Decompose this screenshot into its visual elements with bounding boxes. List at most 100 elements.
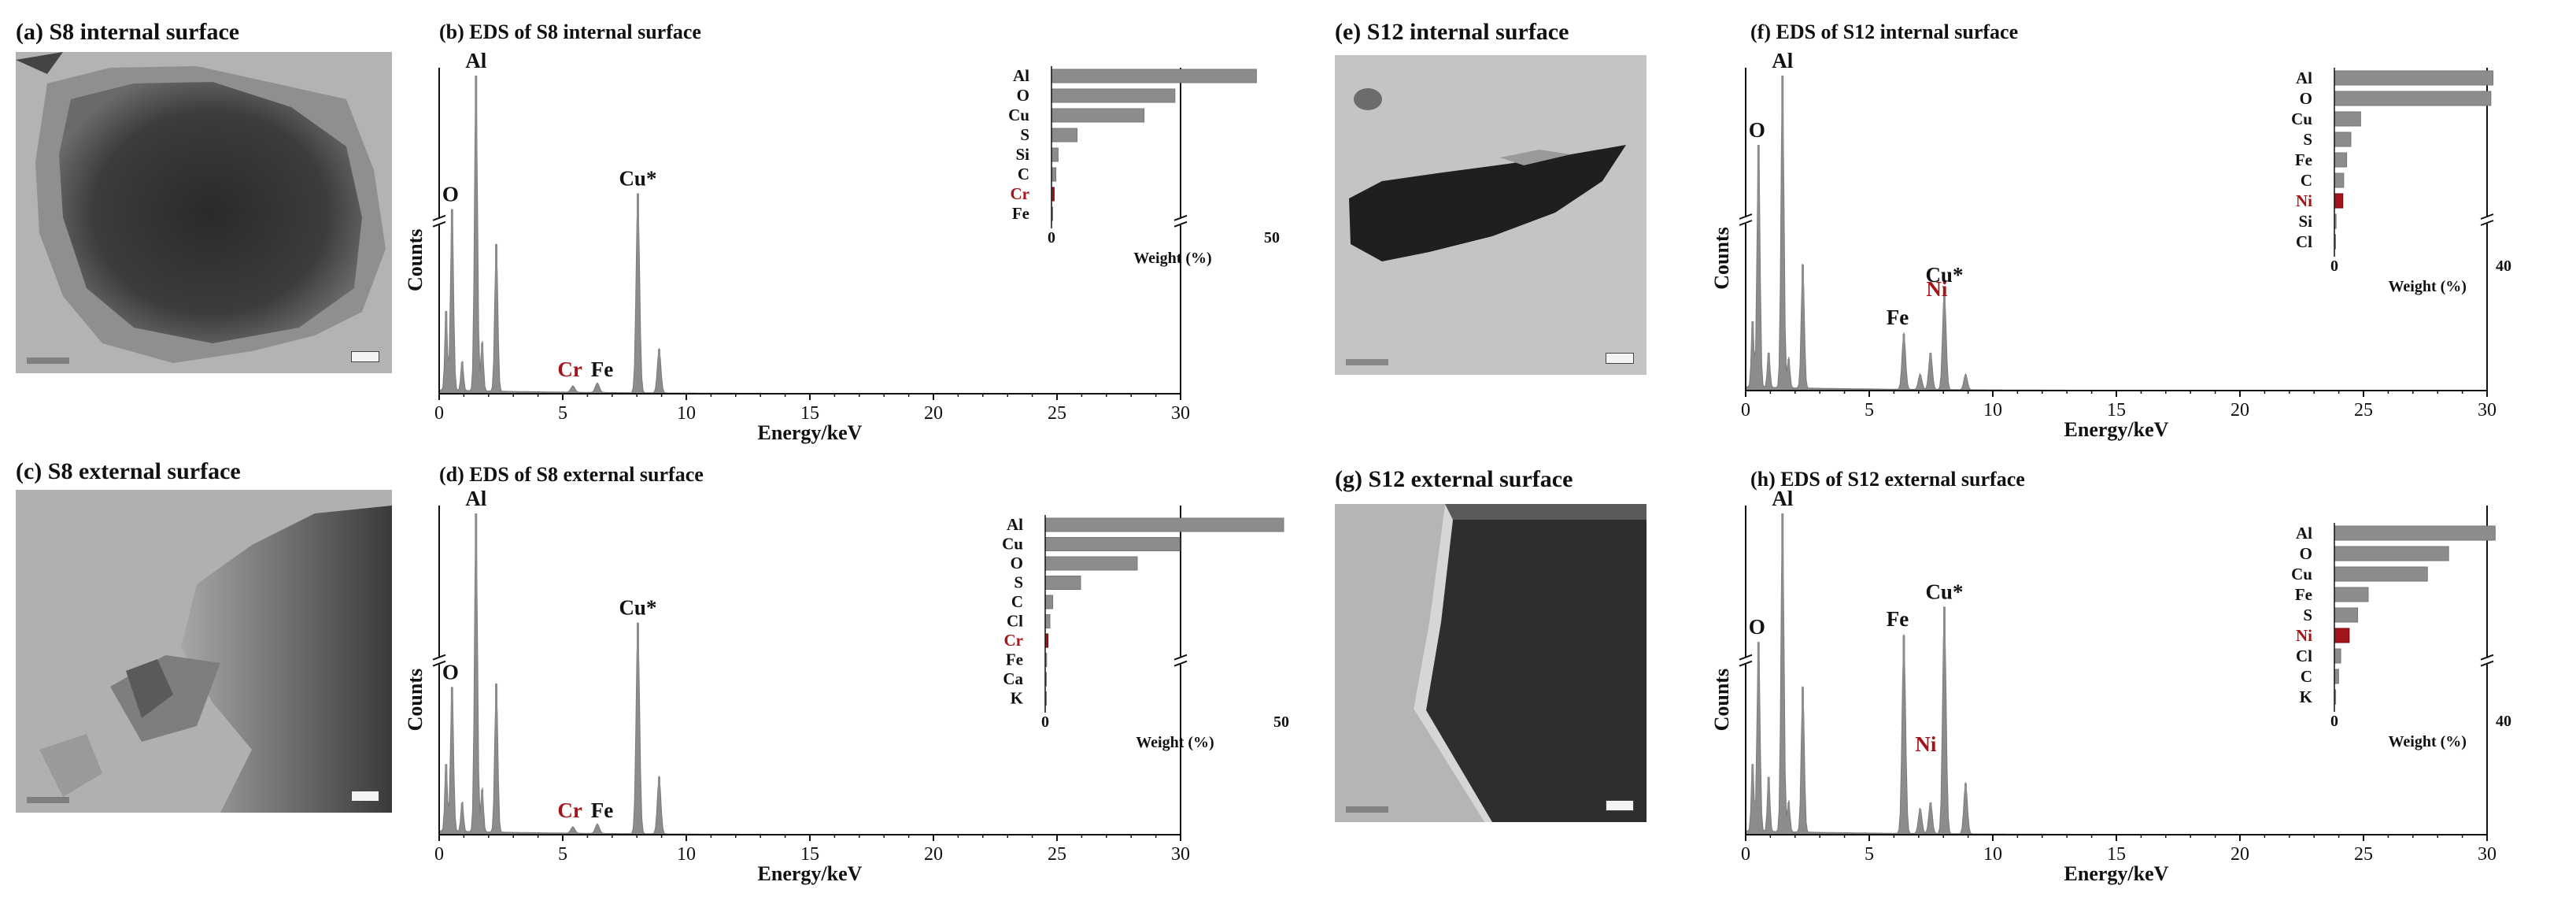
inset-x-tick-label: 0 [1041,713,1049,731]
peak-label-cr: Cr [557,798,582,822]
micrograph-label [27,797,69,803]
x-tick-label: 20 [924,403,943,424]
x-axis-label: Energy/keV [2064,862,2169,885]
inset-bar-cl [1044,614,1051,628]
inset-category-label: Cr [1011,184,1030,203]
inset-category-label: C [2301,171,2312,190]
x-tick-label: 10 [1983,844,2002,865]
inset-category-label: Fe [2295,585,2312,604]
x-axis-label: Energy/keV [2064,418,2169,441]
axis-break-mark [432,654,446,661]
panel-g-title: (g) S12 external surface [1335,466,1573,492]
panel-h-title: (h) EDS of S12 external surface [1750,468,2025,491]
axis-break-gap [434,218,444,225]
inset-category-label: Al [2296,69,2312,87]
panel-d-title: (d) EDS of S8 external surface [439,463,704,486]
y-axis-label: Counts [404,669,427,731]
panel-a-title: (a) S8 internal surface [16,19,240,45]
inset-category-label: O [1011,554,1023,572]
axis-break-mark [432,660,446,667]
micrograph-label [27,358,69,364]
inset-bar-s [1044,576,1081,590]
scale-bar [351,791,379,802]
axis-break-mark [1739,660,1753,667]
inset-category-label: Cu [1002,535,1023,554]
inset-category-label: Cu [1008,106,1029,124]
x-tick-label: 15 [800,403,819,424]
inset-category-label: Si [2298,212,2312,231]
inset-category-label: C [1018,165,1029,183]
axis-break-mark [1173,220,1188,228]
inset-bar-al [2334,525,2496,541]
spectrum-area [1745,76,2487,391]
panel-f-title: (f) EDS of S12 internal surface [1750,20,2019,43]
peak-label-ni: Ni [1915,732,1936,756]
axis-break-mark [2480,220,2494,226]
peak-label-al: Al [465,49,486,72]
inset-bar-ni [2334,193,2344,209]
axis-break-mark [1173,214,1188,221]
inset-category-label: K [2300,687,2313,706]
inset-category-label: Ni [2296,191,2312,210]
inset-x-axis-label: Weight (%) [2389,733,2467,750]
axis-break-gap [1741,658,1750,665]
x-tick-label: 15 [2107,400,2126,421]
peak-label-ni: Ni [1926,277,1947,301]
inset-bar-fe [2334,587,2369,602]
x-tick-label: 25 [1048,844,1066,865]
spectrum-area [1745,514,2487,835]
tem-image-s8-external [16,490,392,813]
peak-label-o: O [1749,615,1765,639]
inset-bar-o [2334,546,2449,561]
axis-break-mark [432,220,446,228]
inset-bar-cl [2334,648,2341,664]
inset-category-label: Al [1007,515,1023,534]
inset-bar-c [2334,669,2339,684]
inset-category-label: S [2303,130,2312,149]
x-tick-label: 0 [1741,844,1750,865]
axis-break-mark [1739,213,1753,220]
peak-label-o: O [442,183,459,206]
x-tick-label: 10 [1983,400,2002,421]
x-tick-label: 25 [2354,400,2373,421]
tem-image-s12-internal [1335,55,1646,375]
inset-category-label: Cu [2291,565,2312,584]
axis-break-gap [2482,217,2492,224]
axis-break-mark [2480,660,2494,667]
inset-category-label: Fe [2295,150,2312,169]
inset-x-tick-label: 40 [2496,713,2511,730]
inset-bar-c [1051,167,1057,182]
inset-x-axis-label: Weight (%) [2389,278,2467,295]
peak-label-fe: Fe [591,798,613,822]
scale-bar [1606,800,1634,811]
axis-break-mark [2480,213,2494,220]
inset-x-axis-label: Weight (%) [1136,734,1214,751]
micrograph-label [1346,359,1388,365]
peak-label-al: Al [465,487,486,510]
axis-break-gap [1741,217,1750,224]
peak-label-cu: Cu* [1925,263,1963,287]
inset-bar-cu [2334,566,2428,582]
inset-bar-o [2334,91,2492,106]
inset-bar-si [1051,147,1059,162]
x-tick-label: 30 [1171,844,1190,865]
inset-bar-cu [1044,537,1181,551]
tem-image-s8-internal [16,52,392,373]
axis-break-mark [1739,654,1753,661]
inset-bar-s [1051,128,1077,143]
x-tick-label: 20 [2230,400,2249,421]
inset-bar-fe [2334,152,2348,168]
x-tick-label: 10 [677,844,696,865]
y-axis-label: Counts [1710,669,1733,731]
inset-bar-al [1051,69,1257,83]
inset-category-label: Cu [2291,109,2312,128]
inset-bar-c [2334,172,2345,188]
inset-category-label: Ca [1003,669,1023,688]
inset-category-label: Al [2296,524,2312,543]
axis-break-mark [1173,654,1188,661]
y-axis-label: Counts [1710,227,1733,289]
y-axis-label: Counts [404,229,427,291]
x-tick-label: 20 [924,844,943,865]
